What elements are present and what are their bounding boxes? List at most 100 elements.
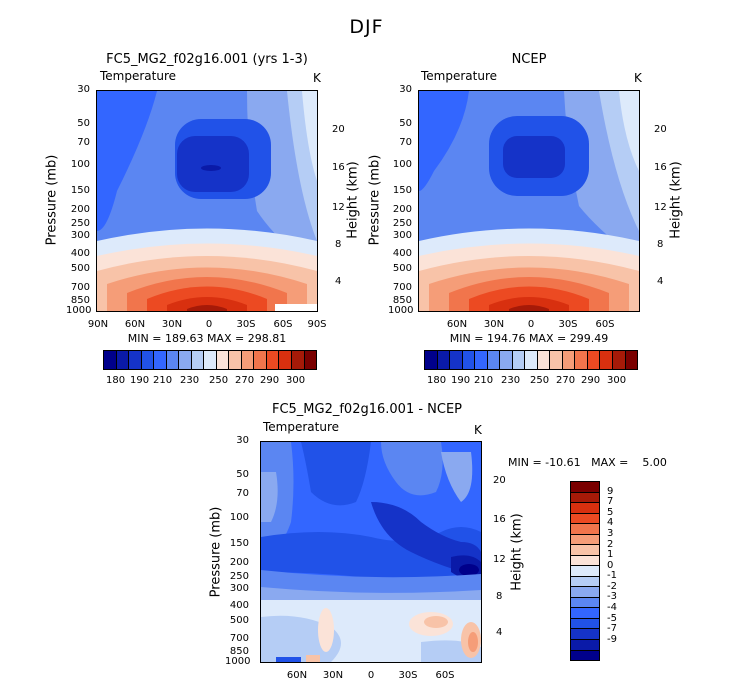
- y-axis-label-model: Pressure (mb): [44, 154, 60, 246]
- x-tick-diff-60s: 60S: [435, 670, 455, 681]
- vbar-label-6: 1: [607, 549, 614, 561]
- y2-tick-diff-20: 20: [493, 475, 506, 486]
- contour-fill-ncep: [419, 91, 639, 311]
- x-tick-diff-30n: 30N: [322, 670, 344, 681]
- cbar-model-swatch-0: [104, 351, 117, 369]
- heatmap-diff: [260, 441, 482, 663]
- y-tick-diff-1000: 1000: [225, 656, 251, 667]
- variable-label-diff: Temperature: [263, 420, 340, 434]
- cbar-label-ncep-190: 190: [451, 375, 471, 386]
- y-tick-model-70: 70: [77, 137, 90, 148]
- units-label-ncep: K: [634, 71, 642, 85]
- panel-title-ncep: NCEP: [511, 52, 547, 67]
- cbar-model-swatch-1: [116, 351, 130, 369]
- y2-tick-ncep-20: 20: [654, 124, 667, 135]
- vbar-swatch-16: [571, 650, 599, 661]
- y-tick-diff-100: 100: [229, 512, 249, 523]
- x-tick-diff-0: 0: [367, 670, 375, 681]
- x-tick-ncep-30s: 30S: [558, 319, 578, 330]
- y-tick-ncep-150: 150: [392, 185, 412, 196]
- y2-tick-diff-4: 4: [496, 627, 503, 638]
- vbar-label-10: -3: [607, 591, 617, 603]
- cbar-ncep-swatch-8: [525, 351, 538, 369]
- units-label-diff: K: [474, 423, 482, 437]
- y2-tick-model-20: 20: [332, 124, 345, 135]
- x-tick-model-60s: 60S: [273, 319, 293, 330]
- y2-tick-ncep-8: 8: [657, 239, 664, 250]
- heatmap-model: [96, 90, 318, 312]
- y2-tick-ncep-12: 12: [654, 202, 667, 213]
- cbar-ncep-swatch-11: [562, 351, 576, 369]
- vbar-swatch-15: [571, 639, 599, 651]
- y-tick-model-30: 30: [77, 84, 90, 95]
- cbar-label-model-190: 190: [130, 375, 150, 386]
- cbar-ncep-swatch-16: [625, 351, 638, 369]
- cbar-label-ncep-230: 230: [501, 375, 521, 386]
- cbar-model-swatch-7: [191, 351, 205, 369]
- y-tick-model-250: 250: [70, 218, 90, 229]
- y-tick-model-700: 700: [70, 282, 90, 293]
- x-tick-model-30s: 30S: [236, 319, 256, 330]
- vbar-label-7: 0: [607, 559, 614, 571]
- cbar-label-model-290: 290: [260, 375, 280, 386]
- y-tick-diff-250: 250: [229, 571, 249, 582]
- vbar-swatch-7: [571, 555, 599, 567]
- cbar-model-swatch-2: [129, 351, 142, 369]
- y-tick-ncep-700: 700: [392, 282, 412, 293]
- cbar-ncep-swatch-0: [425, 351, 438, 369]
- cbar-label-model-250: 250: [209, 375, 229, 386]
- colorbar-model: [103, 350, 317, 370]
- vbar-label-3: 4: [607, 517, 614, 529]
- cbar-ncep-swatch-9: [537, 351, 551, 369]
- panel-title-model: FC5_MG2_f02g16.001 (yrs 1-3): [106, 52, 308, 67]
- x-tick-model-30n: 30N: [161, 319, 183, 330]
- y-tick-ncep-50: 50: [399, 118, 412, 129]
- variable-label-model: Temperature: [100, 69, 177, 83]
- vbar-label-0: 9: [607, 485, 614, 497]
- y-tick-ncep-300: 300: [392, 230, 412, 241]
- vbar-swatch-0: [571, 482, 599, 493]
- y-tick-ncep-250: 250: [392, 218, 412, 229]
- x-tick-diff-60n: 60N: [286, 670, 308, 681]
- y-tick-diff-850: 850: [229, 646, 249, 657]
- vbar-label-11: -4: [607, 602, 617, 614]
- cbar-ncep-swatch-13: [587, 351, 601, 369]
- y-tick-diff-150: 150: [229, 538, 249, 549]
- x-tick-ncep-60s: 60S: [595, 319, 615, 330]
- cbar-label-model-210: 210: [153, 375, 173, 386]
- x-tick-diff-30s: 30S: [398, 670, 418, 681]
- cbar-ncep-swatch-4: [475, 351, 488, 369]
- y-tick-model-50: 50: [77, 118, 90, 129]
- cbar-model-swatch-13: [266, 351, 280, 369]
- y2-tick-model-4: 4: [335, 276, 342, 287]
- cbar-ncep-swatch-1: [437, 351, 451, 369]
- vbar-swatch-12: [571, 608, 599, 619]
- vbar-label-12: -5: [607, 612, 617, 624]
- cbar-label-model-300: 300: [286, 375, 306, 386]
- cbar-model-swatch-9: [216, 351, 230, 369]
- vbar-swatch-4: [571, 524, 599, 535]
- vbar-label-1: 7: [607, 496, 614, 508]
- stats-ncep: MIN = 194.76 MAX = 299.49: [449, 332, 609, 345]
- y-tick-model-850: 850: [70, 295, 90, 306]
- contour-fill-model: [97, 91, 317, 311]
- cbar-ncep-swatch-6: [500, 351, 513, 369]
- cbar-ncep-swatch-7: [512, 351, 526, 369]
- y-tick-model-1000: 1000: [66, 305, 92, 316]
- variable-label-ncep: Temperature: [421, 69, 498, 83]
- y-tick-diff-500: 500: [229, 615, 249, 626]
- cbar-ncep-swatch-2: [450, 351, 463, 369]
- cbar-label-model-270: 270: [235, 375, 255, 386]
- vbar-label-14: -9: [607, 633, 617, 645]
- cbar-ncep-swatch-12: [575, 351, 588, 369]
- x-tick-ncep-30n: 30N: [483, 319, 505, 330]
- y-tick-ncep-100: 100: [392, 159, 412, 170]
- cbar-ncep-swatch-15: [612, 351, 626, 369]
- y-tick-model-400: 400: [70, 248, 90, 259]
- vbar-label-13: -7: [607, 623, 617, 635]
- y2-tick-model-16: 16: [332, 162, 345, 173]
- y-tick-ncep-30: 30: [399, 84, 412, 95]
- y-tick-model-200: 200: [70, 204, 90, 215]
- cbar-label-ncep-300: 300: [607, 375, 627, 386]
- cbar-model-swatch-15: [291, 351, 305, 369]
